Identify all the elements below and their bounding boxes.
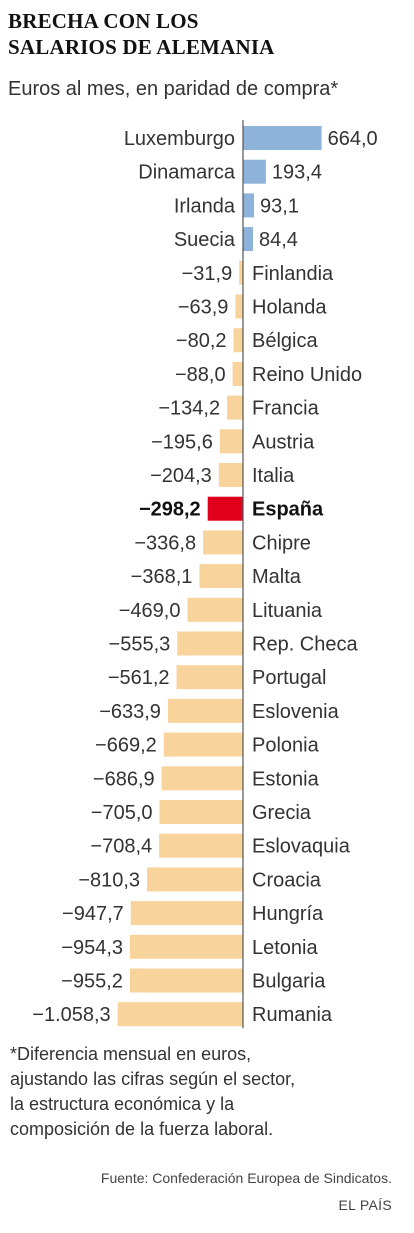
category-label-hungria: Hungría <box>252 903 324 925</box>
bar-eslovenia <box>167 698 243 723</box>
value-label-dinamarca: 193,4 <box>272 162 322 184</box>
value-label-polonia: −669,2 <box>95 735 157 757</box>
bar-eslovaquia <box>159 833 243 858</box>
category-label-irlanda: Irlanda <box>174 195 236 217</box>
category-label-estonia: Estonia <box>252 768 320 790</box>
chart-title-line-1: BRECHA CON LOS <box>8 9 199 33</box>
bar-finlandia <box>239 260 243 285</box>
category-label-austria: Austria <box>252 431 315 453</box>
category-label-belgica: Bélgica <box>252 330 318 352</box>
footnote-line-3: la estructura económica y la <box>10 1094 235 1114</box>
value-label-eslovenia: −633,9 <box>99 701 161 723</box>
bar-croacia <box>147 867 243 892</box>
category-label-dinamarca: Dinamarca <box>138 162 236 184</box>
bar-rep-checa <box>177 631 243 656</box>
value-label-lituania: −469,0 <box>119 600 181 622</box>
category-label-francia: Francia <box>252 398 320 420</box>
value-label-italia: −204,3 <box>150 465 212 487</box>
value-label-finlandia: −31,9 <box>182 263 233 285</box>
bar-letonia <box>130 934 243 959</box>
value-label-francia: −134,2 <box>158 398 220 420</box>
category-label-rep-checa: Rep. Checa <box>252 634 358 656</box>
bar-dinamarca <box>243 159 266 184</box>
bar-austria <box>219 429 243 454</box>
bar-polonia <box>163 732 243 757</box>
source-credit: Fuente: Confederación Europea de Sindica… <box>100 1170 392 1186</box>
value-label-reino-unido: −88,0 <box>175 364 226 386</box>
footnote-line-4: composición de la fuerza laboral. <box>10 1119 274 1139</box>
value-label-hungria: −947,7 <box>62 903 124 925</box>
bar-francia <box>227 395 243 420</box>
category-label-lituania: Lituania <box>252 600 323 622</box>
category-label-rumania: Rumania <box>252 1004 333 1026</box>
category-label-finlandia: Finlandia <box>252 263 334 285</box>
category-label-reino-unido: Reino Unido <box>252 364 362 386</box>
value-label-suecia: 84,4 <box>259 229 298 251</box>
bar-irlanda <box>243 193 255 218</box>
bar-lituania <box>187 597 243 622</box>
value-label-rumania: −1.058,3 <box>32 1004 110 1026</box>
category-label-chipre: Chipre <box>252 532 311 554</box>
value-label-estonia: −686,9 <box>93 768 155 790</box>
category-label-polonia: Polonia <box>252 735 320 757</box>
category-label-eslovaquia: Eslovaquia <box>252 836 351 858</box>
bar-chipre <box>203 530 243 555</box>
category-label-suecia: Suecia <box>174 229 236 251</box>
value-label-chipre: −336,8 <box>134 532 196 554</box>
bar-malta <box>199 564 243 589</box>
bar-luxemburgo <box>243 126 322 150</box>
value-label-malta: −368,1 <box>131 566 193 588</box>
bar-portugal <box>176 665 243 690</box>
value-label-bulgaria: −955,2 <box>61 971 123 993</box>
bar-estonia <box>161 766 243 791</box>
category-label-grecia: Grecia <box>252 802 312 824</box>
value-label-austria: −195,6 <box>151 431 213 453</box>
bar-suecia <box>243 227 253 252</box>
category-label-luxemburgo: Luxemburgo <box>124 128 235 150</box>
bar-belgica <box>233 328 243 353</box>
bar-hungria <box>130 901 243 926</box>
bar-bulgaria <box>129 968 243 993</box>
footnote: *Diferencia mensual en euros, ajustando … <box>10 1042 410 1142</box>
category-label-holanda: Holanda <box>252 297 327 319</box>
footnote-line-2: ajustando las cifras según el sector, <box>10 1069 296 1089</box>
bar-rumania <box>117 1002 243 1027</box>
value-label-croacia: −810,3 <box>78 869 140 891</box>
category-label-portugal: Portugal <box>252 667 327 689</box>
bar-chart: Luxemburgo 664,0 Dinamarca 193,4 Irlanda 93,1… <box>32 120 378 1029</box>
category-label-croacia: Croacia <box>252 869 322 891</box>
value-label-espana: −298,2 <box>139 499 201 521</box>
bar-holanda <box>235 294 243 319</box>
value-label-portugal: −561,2 <box>108 667 170 689</box>
value-label-grecia: −705,0 <box>91 802 153 824</box>
bar-italia <box>218 463 243 487</box>
value-label-irlanda: 93,1 <box>260 195 299 217</box>
footnote-line-1: *Diferencia mensual en euros, <box>10 1044 252 1064</box>
value-label-belgica: −80,2 <box>176 330 227 352</box>
bar-reino-unido <box>232 361 243 386</box>
category-label-italia: Italia <box>252 465 295 487</box>
category-label-malta: Malta <box>252 566 302 588</box>
publisher-brand: EL PAÍS <box>338 1197 392 1213</box>
category-label-eslovenia: Eslovenia <box>252 701 340 723</box>
category-label-espana: España <box>252 499 324 521</box>
value-label-holanda: −63,9 <box>178 297 229 319</box>
category-label-bulgaria: Bulgaria <box>252 971 326 993</box>
bar-espana <box>207 496 243 521</box>
value-label-eslovaquia: −708,4 <box>90 836 152 858</box>
chart-title-line-2: SALARIOS DE ALEMANIA <box>8 35 275 59</box>
value-label-letonia: −954,3 <box>61 937 123 959</box>
value-label-rep-checa: −555,3 <box>109 634 171 656</box>
chart-title: BRECHA CON LOS SALARIOS DE ALEMANIA <box>8 8 275 60</box>
category-label-letonia: Letonia <box>252 937 318 959</box>
bar-grecia <box>159 800 243 824</box>
value-label-luxemburgo: 664,0 <box>328 128 378 150</box>
chart-subtitle: Euros al mes, en paridad de compra* <box>8 78 339 100</box>
